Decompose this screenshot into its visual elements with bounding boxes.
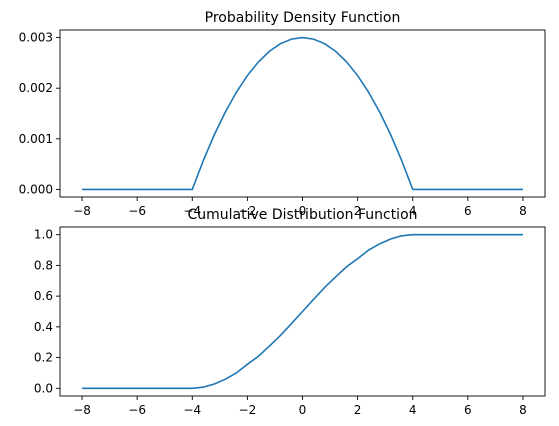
cdf-x-ticks: −8 −6 −4 −2 0 2 4 6 8 — [73, 396, 527, 417]
pdf-y-tick-label: 0.001 — [19, 132, 53, 146]
cdf-x-tick-label: 0 — [299, 403, 307, 417]
cdf-series-line — [82, 233, 523, 390]
cdf-chart-title: Cumulative Distribution Function — [187, 207, 417, 223]
cdf-x-tick-label: 6 — [464, 403, 472, 417]
cdf-y-tick-label: 0.6 — [34, 289, 53, 303]
pdf-y-tick-label: 0.002 — [19, 81, 53, 95]
cdf-y-tick-label: 1.0 — [34, 228, 53, 242]
pdf-y-tick-label: 0.000 — [19, 182, 53, 196]
pdf-y-tick-label: 0.003 — [19, 31, 53, 45]
pdf-x-tick-label: −4 — [183, 204, 201, 218]
pdf-chart-title: Probability Density Function — [205, 10, 401, 26]
cdf-x-tick-label: 4 — [409, 403, 417, 417]
cdf-y-tick-label: 0.2 — [34, 351, 53, 365]
pdf-x-tick-label: −2 — [239, 204, 257, 218]
pdf-axes-frame — [59, 29, 546, 198]
cdf-y-tick-label: 0.8 — [34, 258, 53, 272]
pdf-x-tick-label: 4 — [409, 204, 417, 218]
pdf-x-tick-label: −6 — [128, 204, 146, 218]
cdf-x-tick-label: −6 — [128, 403, 146, 417]
pdf-chart: Probability Density Function −8 −6 −4 −2 0 2 4… — [19, 10, 546, 218]
pdf-series-line — [82, 36, 523, 191]
pdf-x-tick-label: −8 — [73, 204, 91, 218]
cdf-y-ticks: 0.0 0.2 0.4 0.6 0.8 1.0 — [34, 228, 60, 395]
cdf-y-tick-label: 0.0 — [34, 381, 53, 395]
cdf-chart: Cumulative Distribution Function −8 −6 −4−… — [34, 207, 546, 417]
pdf-x-tick-label: 0 — [299, 204, 307, 218]
cdf-y-tick-label: 0.4 — [34, 320, 53, 334]
cdf-x-tick-label: −2 — [239, 403, 257, 417]
cdf-x-tick-label: −4 — [183, 403, 201, 417]
cdf-x-tick-label: 2 — [354, 403, 362, 417]
cdf-x-tick-label: 8 — [519, 403, 527, 417]
cdf-axes-frame — [59, 226, 546, 397]
pdf-y-ticks: 0.000 0.001 0.002 0.003 — [19, 31, 60, 196]
pdf-x-ticks: −8 −6 −4 −2 0 2 4 6 8 — [73, 197, 527, 218]
pdf-x-tick-label: 2 — [354, 204, 362, 218]
cdf-x-tick-label: −8 — [73, 403, 91, 417]
pdf-x-tick-label: 8 — [519, 204, 527, 218]
pdf-x-tick-label: 6 — [464, 204, 472, 218]
